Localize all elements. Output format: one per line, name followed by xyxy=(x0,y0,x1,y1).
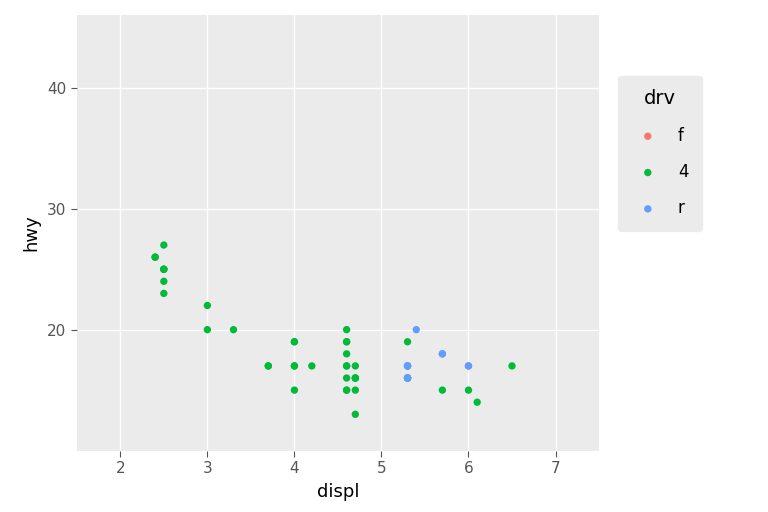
4 xyxy=(340,350,353,358)
4 xyxy=(436,386,449,394)
4 xyxy=(262,362,274,370)
4 xyxy=(349,362,362,370)
4 xyxy=(402,374,414,382)
4 xyxy=(402,374,414,382)
r xyxy=(462,362,475,370)
r xyxy=(436,350,449,358)
4 xyxy=(288,362,300,370)
4 xyxy=(340,386,353,394)
4 xyxy=(471,398,483,407)
r xyxy=(402,362,414,370)
r xyxy=(402,362,414,370)
4 xyxy=(157,289,170,297)
4 xyxy=(149,253,161,261)
4 xyxy=(402,338,414,346)
4 xyxy=(340,362,353,370)
r xyxy=(402,362,414,370)
4 xyxy=(157,241,170,249)
r xyxy=(462,362,475,370)
4 xyxy=(340,338,353,346)
4 xyxy=(201,326,214,334)
4 xyxy=(201,302,214,310)
4 xyxy=(340,326,353,334)
r xyxy=(402,374,414,382)
4 xyxy=(340,374,353,382)
Y-axis label: hwy: hwy xyxy=(22,215,40,251)
4 xyxy=(288,362,300,370)
X-axis label: displ: displ xyxy=(316,483,359,501)
4 xyxy=(157,265,170,273)
4 xyxy=(349,374,362,382)
4 xyxy=(349,386,362,394)
r xyxy=(436,350,449,358)
4 xyxy=(340,362,353,370)
r xyxy=(402,362,414,370)
4 xyxy=(149,253,161,261)
r xyxy=(410,326,422,334)
4 xyxy=(349,374,362,382)
4 xyxy=(340,338,353,346)
4 xyxy=(340,386,353,394)
4 xyxy=(349,374,362,382)
4 xyxy=(157,265,170,273)
4 xyxy=(506,362,518,370)
4 xyxy=(262,362,274,370)
4 xyxy=(349,410,362,418)
r xyxy=(402,374,414,382)
4 xyxy=(157,265,170,273)
4 xyxy=(462,386,475,394)
4 xyxy=(288,338,300,346)
4 xyxy=(306,362,318,370)
4 xyxy=(157,277,170,285)
4 xyxy=(288,338,300,346)
r xyxy=(402,374,414,382)
4 xyxy=(288,386,300,394)
Legend: f, 4, r: f, 4, r xyxy=(617,76,702,230)
4 xyxy=(227,326,240,334)
